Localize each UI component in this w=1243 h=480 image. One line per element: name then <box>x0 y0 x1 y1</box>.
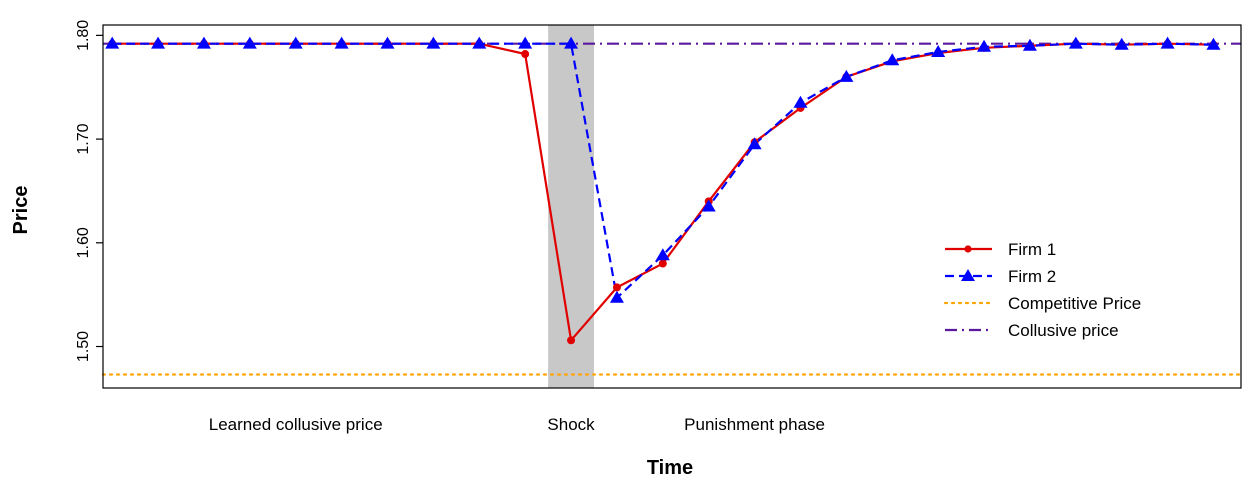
firm2-point <box>334 36 349 49</box>
firm2-point <box>609 290 624 303</box>
firm2-point <box>839 69 854 82</box>
y-tick-label: 1.70 <box>75 123 92 154</box>
firm2-point <box>105 36 120 49</box>
shock-region <box>548 25 594 388</box>
firm2-point <box>977 39 992 52</box>
y-tick-label: 1.80 <box>75 20 92 51</box>
firm1-point <box>521 50 530 59</box>
phase-annotation: Shock <box>547 415 595 434</box>
firm2-markers <box>105 36 1221 303</box>
firm2-point <box>1114 37 1129 50</box>
firm2-point <box>518 36 533 49</box>
y-tick-label: 1.60 <box>75 227 92 258</box>
firm2-point <box>655 248 670 261</box>
phase-annotations: Learned collusive price Shock Punishment p… <box>209 415 825 434</box>
firm2-point <box>196 36 211 49</box>
legend-label-firm1: Firm 1 <box>1008 240 1056 259</box>
y-tick-label: 1.50 <box>75 331 92 362</box>
legend-item-firm2: Firm 2 <box>945 267 1056 286</box>
firm2-point <box>1206 37 1221 50</box>
legend-item-collusive: Collusive price <box>945 321 1119 340</box>
legend-label-firm2: Firm 2 <box>1008 267 1056 286</box>
y-axis-title: Price <box>10 186 32 235</box>
y-axis: 1.50 1.60 1.70 1.80 <box>75 20 103 362</box>
firm2-point <box>380 36 395 49</box>
legend-marker-firm2 <box>961 269 975 281</box>
firm2-point <box>793 95 808 108</box>
legend-item-competitive: Competitive Price <box>943 294 1141 313</box>
legend-label-collusive: Collusive price <box>1008 321 1119 340</box>
firm2-point <box>747 137 762 150</box>
firm2-point <box>151 36 166 49</box>
phase-annotation: Learned collusive price <box>209 415 383 434</box>
phase-annotation: Punishment phase <box>684 415 825 434</box>
firm2-point <box>885 53 900 66</box>
plot-frame <box>102 24 1242 389</box>
x-axis-title: Time <box>647 457 693 479</box>
firm2-point <box>701 199 716 212</box>
firm2-point <box>1160 36 1175 49</box>
firm2-point <box>564 36 579 49</box>
legend: Firm 1 Firm 2 Competitive Price Collusiv… <box>943 240 1141 340</box>
firm1-point <box>612 283 621 292</box>
firm2-point <box>242 36 257 49</box>
firm2-point <box>1022 38 1037 51</box>
firm2-point <box>931 44 946 57</box>
legend-item-firm1: Firm 1 <box>945 240 1056 259</box>
firm1-point <box>658 259 667 268</box>
firm2-point <box>426 36 441 49</box>
legend-marker-firm1 <box>964 245 972 253</box>
firm2-point <box>472 36 487 49</box>
firm1-point <box>567 336 576 345</box>
firm2-point <box>1068 36 1083 49</box>
legend-label-competitive: Competitive Price <box>1008 294 1141 313</box>
firm2-point <box>288 36 303 49</box>
